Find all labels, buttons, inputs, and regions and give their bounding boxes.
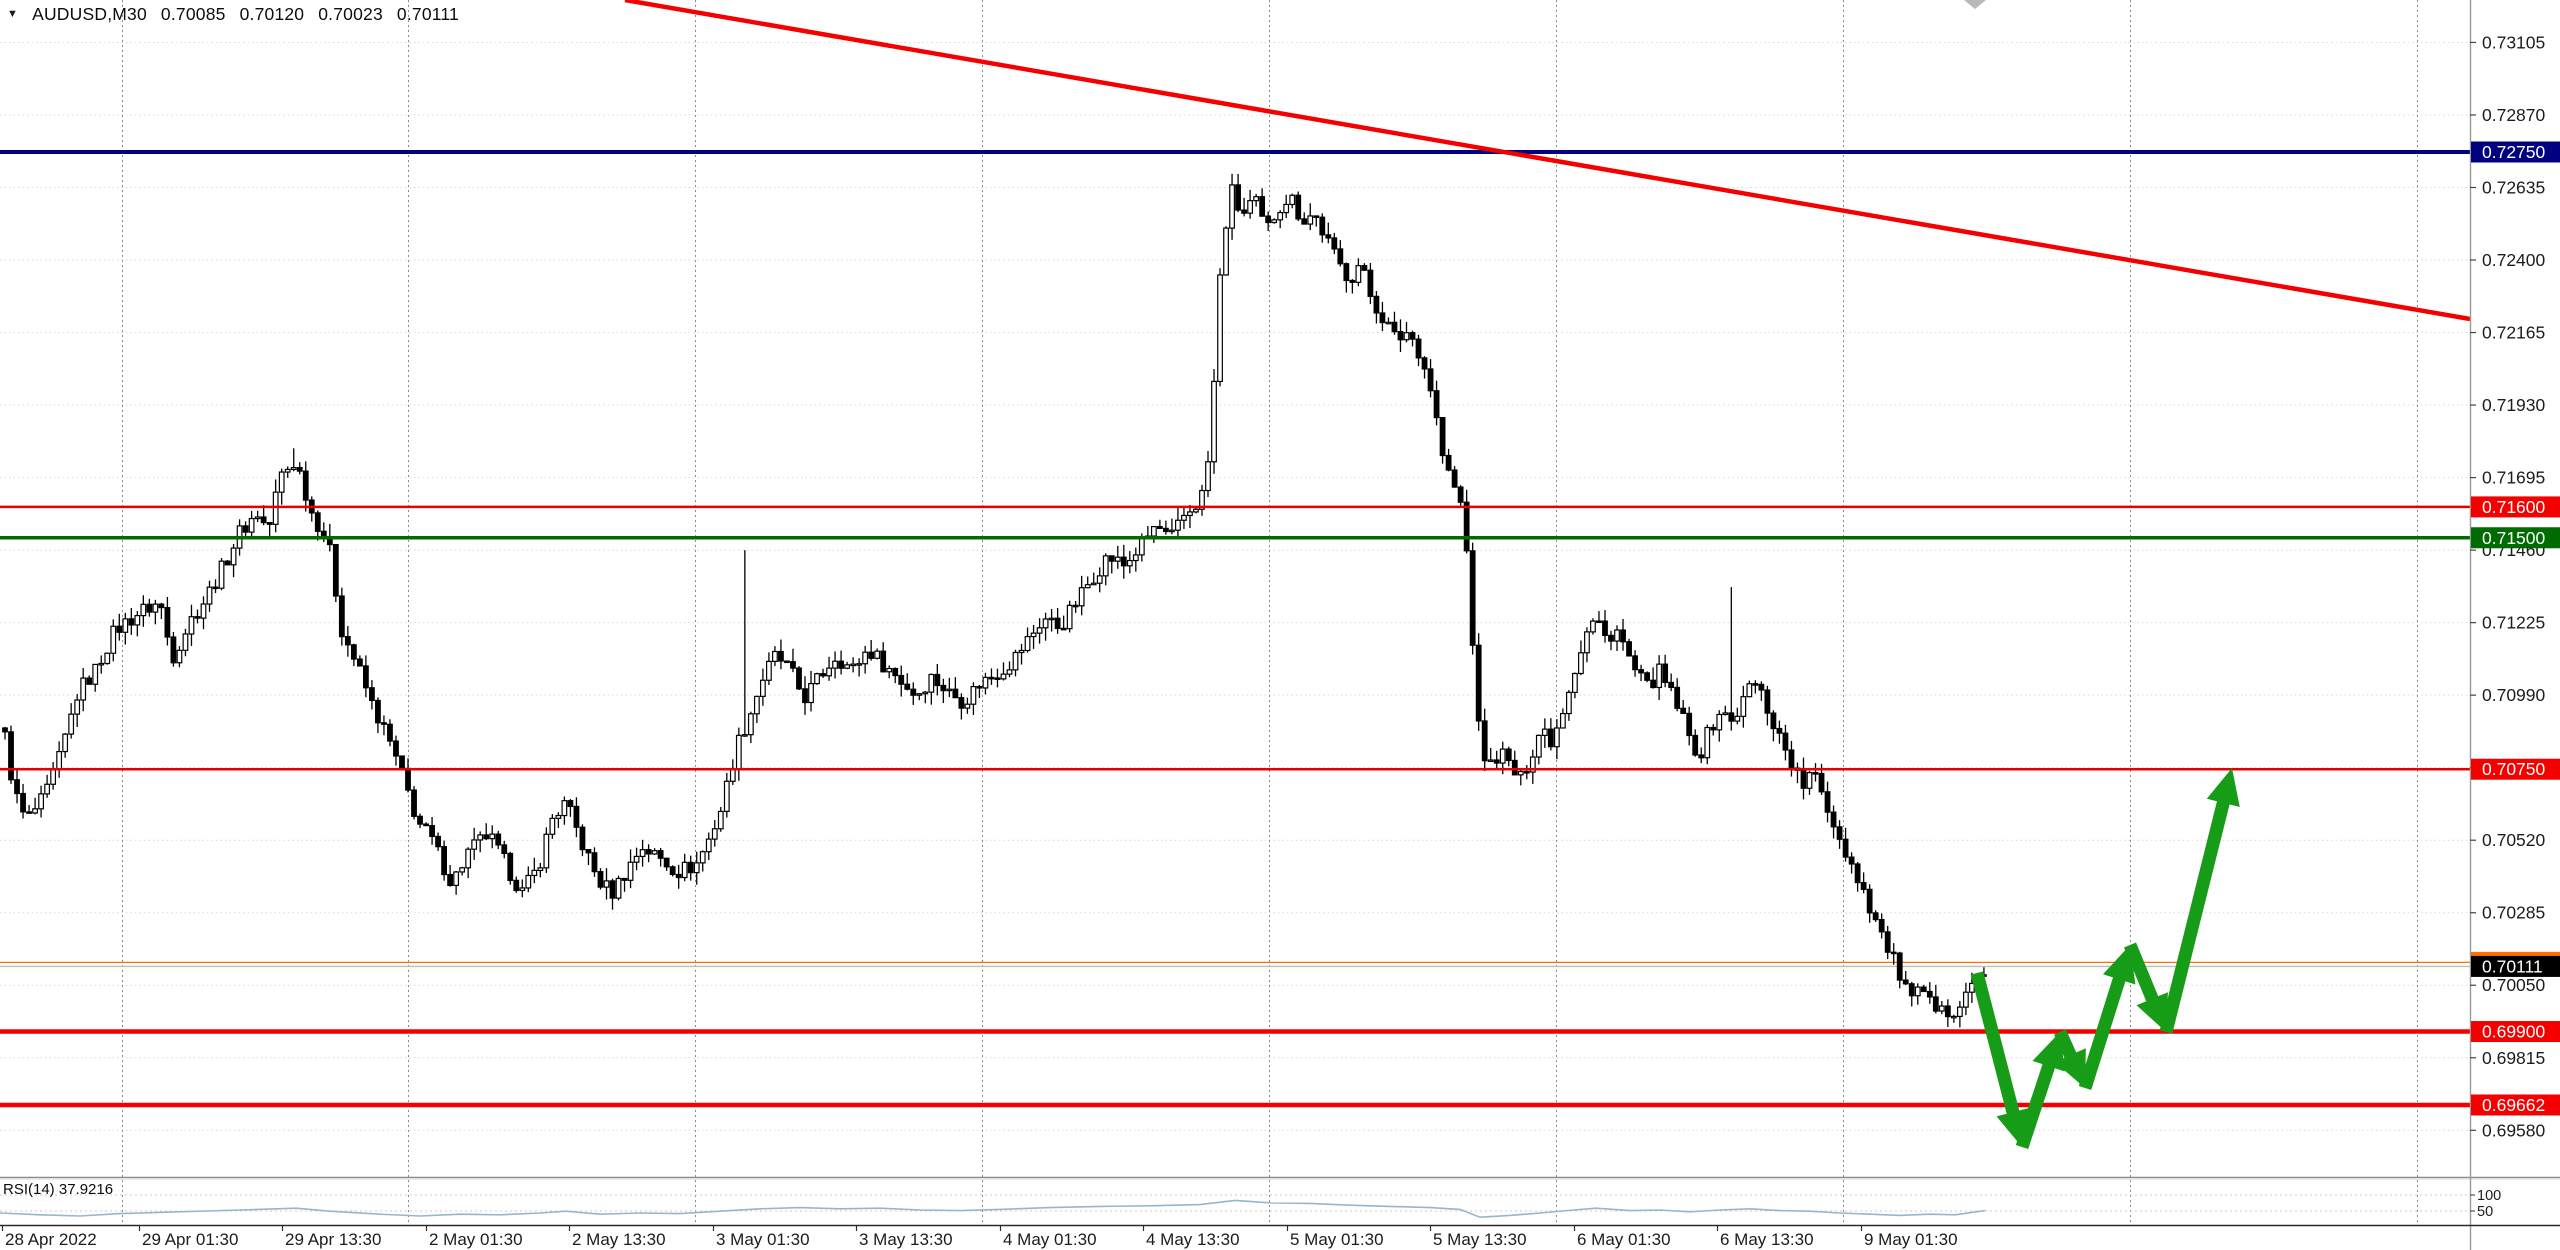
- price-tick-label: 0.70285: [2482, 903, 2545, 923]
- time-tick-label: 3 May 13:30: [859, 1230, 953, 1249]
- price-tick-label: 0.73105: [2482, 32, 2545, 52]
- price-tick-label: 0.71225: [2482, 613, 2545, 633]
- level-price-label-box: [2471, 758, 2560, 780]
- level-price-label: 0.70750: [2482, 759, 2546, 779]
- arrow-head-icon: [2054, 1048, 2086, 1088]
- rsi-line: [0, 1199, 1986, 1219]
- price-tick-label: 0.71930: [2482, 395, 2546, 415]
- rsi-scale-label: 50: [2477, 1204, 2493, 1220]
- time-tick-label: 28 Apr 2022: [5, 1230, 97, 1249]
- chart-shift-marker-icon[interactable]: [1964, 0, 1986, 9]
- time-tick-label: 3 May 01:30: [716, 1230, 810, 1249]
- symbol-timeframe-label: AUDUSD,M30: [32, 4, 147, 24]
- price-lines-layer: [0, 961, 2470, 968]
- price-tick-label: 0.69580: [2482, 1120, 2546, 1140]
- price-tick-label: 0.72165: [2482, 323, 2545, 343]
- arrow-segment[interactable]: [2159, 791, 2233, 1034]
- price-tick-label: 0.71695: [2482, 468, 2545, 488]
- arrow-segment[interactable]: [2123, 942, 2163, 1011]
- price-axis[interactable]: 0.73105 0.72870 0.72635 0.72400 0.72165 0.719…: [2470, 32, 2560, 1220]
- arrow-head-icon: [2206, 768, 2240, 808]
- level-price-label-box: [2471, 527, 2560, 549]
- level-price-label: 0.71600: [2482, 497, 2546, 517]
- arrow-segment[interactable]: [2078, 967, 2129, 1090]
- time-tick-label: 2 May 01:30: [429, 1230, 523, 1249]
- time-tick-label: 2 May 13:30: [572, 1230, 666, 1249]
- price-tick-label: 0.72870: [2482, 105, 2546, 125]
- grid-layer: [0, 41, 2470, 1131]
- ohlc-high-value: 0.70120: [239, 4, 305, 24]
- price-tick-label: 0.70990: [2482, 685, 2546, 705]
- time-tick-label: 4 May 01:30: [1003, 1230, 1097, 1249]
- level-price-label: 0.69900: [2482, 1022, 2546, 1042]
- level-price-label: 0.72750: [2482, 142, 2546, 162]
- arrow-head-icon: [2136, 992, 2168, 1032]
- price-tick-label: 0.72400: [2482, 250, 2546, 270]
- projection-arrow[interactable]: [1970, 768, 2240, 1150]
- time-tick-label: 9 May 01:30: [1864, 1230, 1958, 1249]
- arrow-segment[interactable]: [1970, 971, 2022, 1124]
- time-tick-label: 29 Apr 13:30: [285, 1230, 381, 1249]
- current-price-label: 0.70111: [2482, 956, 2543, 976]
- level-price-label-box: [2471, 141, 2560, 163]
- level-price-label: 0.69662: [2482, 1095, 2545, 1115]
- time-tick-label: 29 Apr 01:30: [142, 1230, 238, 1249]
- price-tick-label: 0.72635: [2482, 177, 2545, 197]
- level-price-label-box: [2471, 1021, 2560, 1043]
- day-separators-layer: [122, 0, 2418, 1225]
- time-tick-label: 6 May 13:30: [1720, 1230, 1814, 1249]
- time-axis[interactable]: 28 Apr 2022 29 Apr 01:30 29 Apr 13:30 2 May…: [1, 1226, 1958, 1249]
- symbol-info-bar: ▼ AUDUSD,M30 0.70085 0.70120 0.70023 0.7…: [7, 4, 459, 25]
- time-tick-label: 5 May 01:30: [1290, 1230, 1384, 1249]
- rsi-scale-label: 100: [2477, 1188, 2501, 1204]
- symbol-dropdown-icon[interactable]: ▼: [7, 7, 19, 20]
- time-tick-label: 4 May 13:30: [1146, 1230, 1240, 1249]
- rsi-pane: [0, 1176, 2560, 1219]
- horizontal-levels-layer[interactable]: [0, 150, 2470, 1108]
- time-tick-label: 6 May 01:30: [1577, 1230, 1671, 1249]
- time-tick-label: 5 May 13:30: [1433, 1230, 1527, 1249]
- level-price-label-box: [2471, 1094, 2560, 1116]
- rsi-indicator-caption: RSI(14) 37.9216: [3, 1181, 114, 1198]
- price-tick-label: 0.70050: [2482, 975, 2546, 995]
- descending-trendline[interactable]: [624, 0, 2471, 322]
- ohlc-low-value: 0.70023: [318, 4, 383, 24]
- ohlc-close-value: 0.70111: [396, 4, 459, 24]
- ohlc-open-value: 0.70085: [160, 4, 226, 24]
- level-price-label-box: [2471, 496, 2560, 518]
- candles-layer: [2, 173, 1987, 1028]
- current-price-label-box: [2471, 955, 2560, 977]
- price-tick-label: 0.69815: [2482, 1048, 2545, 1068]
- arrow-segment[interactable]: [2015, 1054, 2059, 1150]
- price-tick-label: 0.70520: [2482, 830, 2546, 850]
- level-price-label: 0.71500: [2482, 528, 2546, 548]
